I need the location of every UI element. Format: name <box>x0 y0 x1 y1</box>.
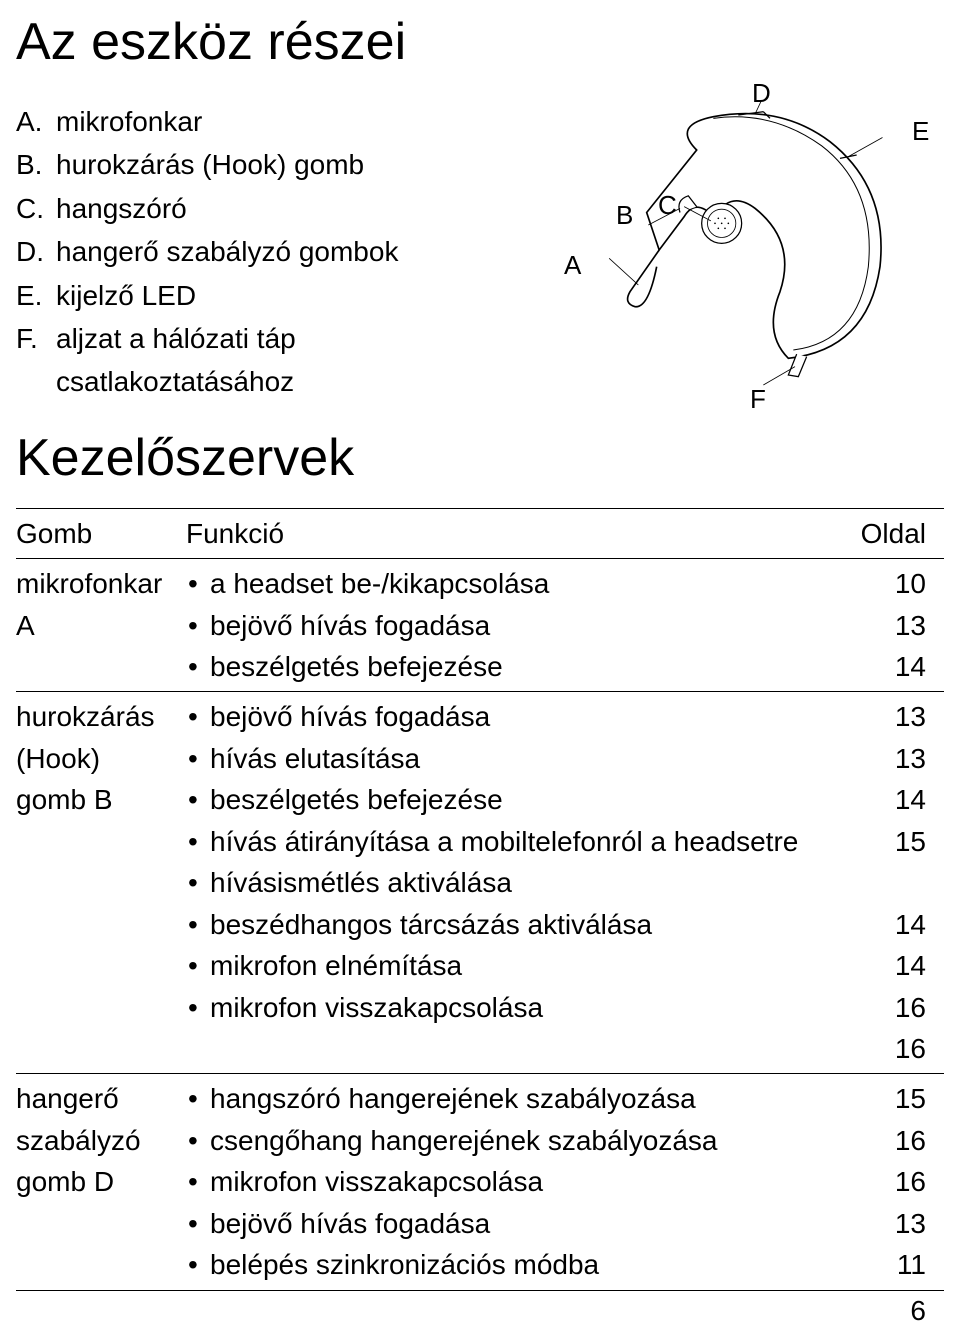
table-row: hurokzárás (Hook) gomb Bbejövő hívás fog… <box>16 692 944 1074</box>
part-letter: E. <box>16 274 56 317</box>
row-pages: 101314 <box>861 559 944 692</box>
diagram-label-f: F <box>750 384 766 415</box>
part-line-c: C. hangszóró <box>16 187 496 230</box>
function-item: belépés szinkronizációs módba <box>186 1244 855 1285</box>
page-number: 6 <box>16 1295 944 1327</box>
function-item: csengőhang hangerejének szabályozása <box>186 1120 855 1161</box>
part-text: hangerő szabályzó gombok <box>56 230 398 273</box>
function-item: beszélgetés befejezése <box>186 779 855 820</box>
part-line-d: D. hangerő szabályzó gombok <box>16 230 496 273</box>
function-item: hívásismétlés aktiválása <box>186 862 855 903</box>
function-item: a headset be-/kikapcsolása <box>186 563 855 604</box>
row-pages: 13131415 14141616 <box>861 692 944 1074</box>
function-item: hívás átirányítása a mobiltelefonról a h… <box>186 821 855 862</box>
top-row: A. mikrofonkar B. hurokzárás (Hook) gomb… <box>16 100 944 404</box>
diagram-label-c: C <box>658 190 677 221</box>
th-gomb: Gomb <box>16 508 186 558</box>
row-label: mikrofonkar A <box>16 559 186 692</box>
row-label: hangerő szabályzó gomb D <box>16 1074 186 1290</box>
page-ref <box>861 862 926 903</box>
page-ref: 11 <box>861 1244 926 1285</box>
page-ref: 13 <box>861 738 926 779</box>
headset-diagram: A B C D E F <box>516 100 944 400</box>
page-ref: 14 <box>861 779 926 820</box>
page-ref: 15 <box>861 1078 926 1119</box>
diagram-label-e: E <box>912 116 929 147</box>
function-item: beszélgetés befejezése <box>186 646 855 687</box>
function-item: hangszóró hangerejének szabályozása <box>186 1078 855 1119</box>
page-title: Az eszköz részei <box>16 12 944 72</box>
part-line-f: F. aljzat a hálózati táp csatlakoztatásá… <box>16 317 496 404</box>
part-line-a: A. mikrofonkar <box>16 100 496 143</box>
page-ref: 16 <box>861 1161 926 1202</box>
page-ref: 13 <box>861 605 926 646</box>
row-pages: 1516161311 <box>861 1074 944 1290</box>
parts-list: A. mikrofonkar B. hurokzárás (Hook) gomb… <box>16 100 496 404</box>
function-item: bejövő hívás fogadása <box>186 1203 855 1244</box>
function-item: mikrofon elnémítása <box>186 945 855 986</box>
page-ref: 15 <box>861 821 926 862</box>
part-text: mikrofonkar <box>56 100 202 143</box>
part-letter: D. <box>16 230 56 273</box>
table-row: mikrofonkar Aa headset be-/kikapcsolásab… <box>16 559 944 692</box>
function-item: hívás elutasítása <box>186 738 855 779</box>
part-letter: F. <box>16 317 56 404</box>
row-functions: a headset be-/kikapcsolásabejövő hívás f… <box>186 559 861 692</box>
page-ref: 14 <box>861 904 926 945</box>
part-line-e: E. kijelző LED <box>16 274 496 317</box>
page-ref: 10 <box>861 563 926 604</box>
th-funkcio: Funkció <box>186 508 861 558</box>
table-row: hangerő szabályzó gomb Dhangszóró hanger… <box>16 1074 944 1290</box>
page-ref: 13 <box>861 696 926 737</box>
row-functions: bejövő hívás fogadásahívás elutasításabe… <box>186 692 861 1074</box>
part-letter: A. <box>16 100 56 143</box>
diagram-label-d: D <box>752 78 771 109</box>
controls-table: Gomb Funkció Oldal mikrofonkar Aa headse… <box>16 508 944 1291</box>
page-ref: 13 <box>861 1203 926 1244</box>
section-title: Kezelőszervek <box>16 428 944 488</box>
page-ref: 16 <box>861 1120 926 1161</box>
part-text: hangszóró <box>56 187 187 230</box>
page-ref: 14 <box>861 646 926 687</box>
row-label: hurokzárás (Hook) gomb B <box>16 692 186 1074</box>
diagram-label-b: B <box>616 200 633 231</box>
diagram-label-a: A <box>564 250 581 281</box>
function-item: mikrofon visszakapcsolása <box>186 987 855 1028</box>
function-item: bejövő hívás fogadása <box>186 696 855 737</box>
part-text: aljzat a hálózati táp csatlakoztatásához <box>56 317 496 404</box>
function-item: bejövő hívás fogadása <box>186 605 855 646</box>
part-text: kijelző LED <box>56 274 196 317</box>
part-line-b: B. hurokzárás (Hook) gomb <box>16 143 496 186</box>
function-item: beszédhangos tárcsázás aktiválása <box>186 904 855 945</box>
page-ref: 16 <box>861 987 926 1028</box>
row-functions: hangszóró hangerejének szabályozásacseng… <box>186 1074 861 1290</box>
function-item: mikrofon visszakapcsolása <box>186 1161 855 1202</box>
part-letter: B. <box>16 143 56 186</box>
part-letter: C. <box>16 187 56 230</box>
part-text: hurokzárás (Hook) gomb <box>56 143 364 186</box>
page-ref: 16 <box>861 1028 926 1069</box>
th-oldal: Oldal <box>861 508 944 558</box>
page-ref: 14 <box>861 945 926 986</box>
